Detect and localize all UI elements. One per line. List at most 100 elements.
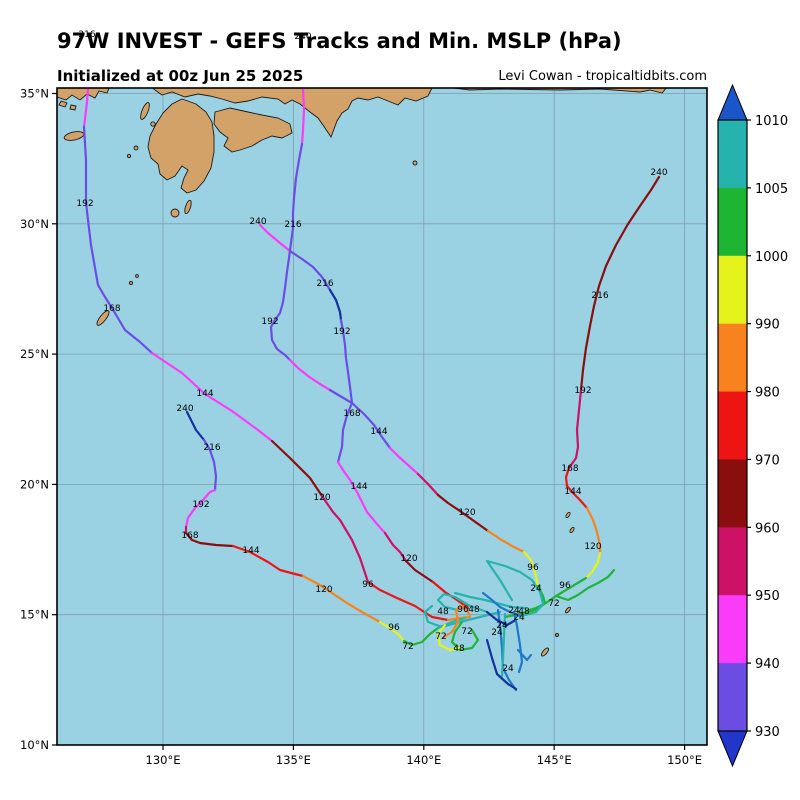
island-okinawa — [96, 310, 110, 326]
forecast-hour-label: 192 — [192, 500, 209, 510]
colorbar-segment — [718, 120, 747, 189]
track-cluster-blue-stub — [516, 648, 533, 662]
forecast-hour-label: 72 — [402, 642, 413, 652]
track-segment — [567, 388, 583, 470]
map-panel: 96 120 144 168 192 216 96 120 144 168 192 216 240 120… — [56, 30, 708, 746]
forecast-hour-label: 96 — [527, 563, 539, 573]
land-kyushu — [147, 98, 215, 194]
forecast-hour-label: 144 — [370, 427, 387, 437]
forecast-hour-label: 120 — [458, 508, 475, 518]
track-segment — [328, 288, 343, 322]
track-segment — [184, 531, 235, 548]
track-segment — [512, 610, 524, 674]
forecast-hour-label: 240 — [650, 168, 667, 178]
forecast-hour-label: 144 — [242, 546, 259, 556]
lat-tick-label: 25°N — [20, 347, 49, 361]
track-cluster-green-east-spur — [554, 568, 616, 602]
island-yakushima — [170, 208, 180, 218]
lon-tick-label: 140°E — [406, 753, 441, 767]
forecast-hour-label: 192 — [261, 317, 278, 327]
forecast-hour-label: 168 — [181, 531, 198, 541]
track-cluster-green-loop — [450, 620, 480, 652]
land-shikoku — [213, 107, 293, 153]
track-member-center-long — [269, 88, 547, 619]
forecast-hour-labels-layer: 96 120 144 168 192 216 96 120 144 168 192 216 240 120… — [76, 30, 667, 674]
init-time-subtitle: Initialized at 00z Jun 25 2025 — [57, 67, 303, 85]
track-segment — [453, 591, 527, 610]
track-segment — [485, 638, 518, 691]
track-segment — [450, 620, 480, 652]
track-segment — [288, 249, 332, 292]
forecast-hour-label: 48 — [437, 607, 449, 617]
forecast-hour-label: 96 — [457, 605, 469, 615]
track-segment — [202, 438, 218, 492]
track-segment — [554, 568, 616, 602]
forecast-hour-label: 192 — [574, 386, 591, 396]
forecast-hour-label: 72 — [461, 627, 472, 637]
track-segment — [485, 610, 516, 627]
forecast-hour-label: 120 — [315, 585, 332, 595]
forecast-hour-label: 120 — [313, 493, 330, 503]
colorbar-tick-label: 990 — [755, 318, 780, 333]
land-honshu-sliver — [449, 88, 667, 94]
islet-2 — [569, 526, 575, 534]
island-small-1 — [58, 100, 68, 108]
colorbar-segment — [718, 663, 747, 732]
forecast-hour-label: 72 — [548, 599, 559, 609]
track-segment — [184, 488, 217, 529]
track-cluster-steel-descender-2 — [512, 610, 524, 674]
islet-1 — [565, 511, 571, 519]
islet-4 — [555, 633, 559, 637]
track-segment — [516, 648, 533, 662]
colorbar-segment — [718, 527, 747, 596]
track-segment — [416, 472, 440, 497]
forecast-hour-label: 96 — [388, 623, 400, 633]
colorbar-tick-label: 980 — [755, 386, 780, 401]
axis-tick-labels: 35°N 30°N 25°N 20°N 15°N 10°N 130°E 135°E 140°E 1… — [20, 87, 702, 768]
track-cluster-teal-descender — [500, 612, 507, 678]
land-honshu — [151, 88, 433, 138]
lon-tick-label: 150°E — [667, 753, 702, 767]
ocean-background — [57, 88, 707, 745]
forecast-hour-label: 216 — [284, 220, 301, 230]
forecast-hour-label: 168 — [343, 409, 360, 419]
colorbar-segment — [718, 391, 747, 460]
lon-tick-label: 135°E — [276, 753, 311, 767]
colorbar-tick-label: 950 — [755, 589, 780, 604]
track-segment — [383, 531, 408, 563]
forecast-hour-label: 72 — [435, 632, 446, 642]
track-segment — [402, 626, 440, 647]
forecast-hour-label: 216 — [316, 279, 333, 289]
colorbar-tick-label: 930 — [755, 725, 780, 740]
track-segment — [258, 223, 292, 253]
forecast-hour-label: 168 — [561, 464, 578, 474]
forecast-hour-label: 216 — [203, 443, 220, 453]
lat-tick-label: 15°N — [20, 608, 49, 622]
track-segment — [486, 529, 526, 554]
track-segment — [585, 506, 602, 555]
island-iki — [150, 121, 156, 127]
forecast-hour-label: 240 — [176, 404, 193, 414]
forecast-hour-label: 24 — [491, 628, 503, 638]
track-segment — [185, 410, 206, 442]
track-cluster-teal-loop — [485, 559, 545, 618]
track-cluster-yellow-hook — [436, 623, 462, 652]
lon-tick-label: 130°E — [146, 753, 181, 767]
track-segment — [500, 612, 507, 678]
forecast-hour-label: 24 — [502, 664, 514, 674]
track-segment — [564, 466, 589, 510]
lat-tick-label: 30°N — [20, 217, 49, 231]
track-segment — [436, 493, 490, 533]
track-segment — [436, 592, 489, 614]
forecast-hour-label: 120 — [584, 542, 601, 552]
forecast-hour-label: 96 — [362, 580, 374, 590]
track-cluster-teal-west-1 — [436, 592, 489, 614]
forecast-hour-label: 240 — [249, 217, 266, 227]
track-cluster-orange-hook — [442, 604, 472, 639]
forecast-hour-label: 24 — [530, 584, 542, 594]
track-cluster-teal-diag — [453, 591, 527, 610]
lat-tick-label: 20°N — [20, 477, 49, 491]
forecast-hour-label: 144 — [196, 389, 213, 399]
